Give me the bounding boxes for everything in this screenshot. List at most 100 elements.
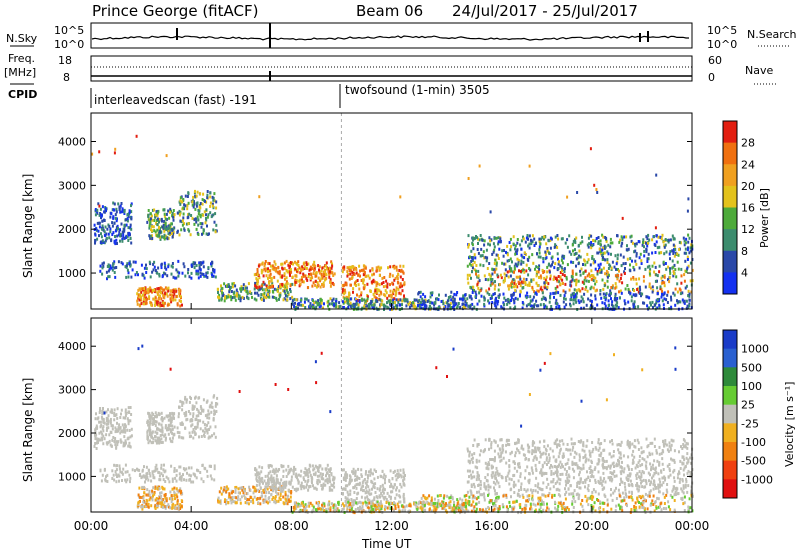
velocity-cell bbox=[169, 439, 172, 443]
power-cell bbox=[475, 269, 477, 273]
power-cell bbox=[654, 265, 657, 269]
power-cell bbox=[305, 267, 308, 270]
power-cell bbox=[166, 274, 169, 278]
power-cell bbox=[179, 289, 182, 293]
power-cell bbox=[154, 296, 157, 300]
power-cell bbox=[440, 300, 443, 303]
velocity-cell bbox=[155, 497, 158, 500]
power-cell bbox=[553, 245, 556, 249]
power-cell bbox=[198, 264, 201, 267]
power-cell bbox=[677, 267, 680, 271]
power-cell bbox=[346, 296, 349, 299]
power-cell bbox=[97, 229, 100, 233]
velocity-cell bbox=[348, 478, 351, 482]
cpid-twofsound: twofsound (1-min) 3505 bbox=[345, 83, 490, 97]
power-cell bbox=[640, 294, 642, 298]
power-cell bbox=[157, 299, 160, 303]
power-cell bbox=[475, 235, 477, 238]
power-cell bbox=[105, 270, 108, 274]
velocity-cell bbox=[208, 464, 211, 468]
velocity-cell bbox=[165, 475, 168, 479]
power-cell bbox=[348, 269, 351, 272]
power-cell bbox=[419, 295, 422, 299]
power-cell bbox=[269, 285, 271, 289]
power-cell bbox=[331, 262, 333, 266]
power-cell bbox=[160, 291, 163, 295]
power-cell bbox=[281, 275, 284, 279]
power-cell bbox=[226, 285, 229, 288]
power-cell bbox=[286, 286, 289, 290]
velocity-cell bbox=[309, 484, 312, 488]
power-cell bbox=[190, 276, 193, 280]
power-cell bbox=[431, 293, 433, 297]
power-cell bbox=[600, 296, 603, 300]
power-cell bbox=[363, 306, 365, 310]
power-cell bbox=[537, 304, 540, 308]
power-cell bbox=[671, 234, 674, 238]
velocity-cell bbox=[248, 485, 251, 489]
power-cell bbox=[398, 303, 401, 307]
velocity-cell bbox=[173, 433, 176, 437]
velocity-cell bbox=[371, 487, 373, 491]
velocity-cell bbox=[267, 471, 270, 475]
velocity-cell bbox=[124, 478, 127, 482]
velocity-cell bbox=[154, 469, 157, 472]
power-cell bbox=[160, 287, 163, 291]
velocity-cell bbox=[141, 485, 144, 489]
velocity-cell bbox=[329, 467, 332, 471]
power-cell bbox=[635, 277, 638, 281]
power-cell bbox=[669, 271, 672, 275]
power-cell bbox=[647, 252, 650, 256]
power-cell bbox=[540, 276, 543, 280]
power-cell bbox=[488, 287, 491, 291]
power-cell bbox=[181, 200, 184, 204]
power-cell bbox=[604, 306, 607, 310]
power-cell bbox=[472, 247, 475, 251]
power-cell bbox=[114, 275, 117, 279]
power-cell bbox=[267, 261, 270, 265]
power-cell bbox=[317, 276, 320, 280]
power-cell bbox=[289, 261, 292, 264]
power-cell bbox=[393, 278, 396, 282]
velocity-cell bbox=[107, 414, 110, 418]
velocity-cell bbox=[444, 508, 447, 512]
velocity-cell bbox=[118, 423, 121, 427]
power-cell bbox=[331, 299, 334, 303]
power-cell bbox=[529, 299, 532, 303]
velocity-cell bbox=[419, 501, 422, 505]
power-cell bbox=[387, 306, 390, 310]
velocity-cell bbox=[147, 468, 150, 472]
velocity-cell bbox=[192, 412, 195, 416]
power-cell bbox=[164, 234, 167, 238]
velocity-cell bbox=[148, 424, 151, 428]
velocity-cell bbox=[333, 477, 336, 481]
power-cell bbox=[346, 274, 349, 278]
power-cell bbox=[112, 231, 115, 235]
power-cell bbox=[607, 304, 610, 307]
power-cell bbox=[635, 282, 638, 286]
power-cell bbox=[283, 261, 286, 265]
velocity-cell bbox=[168, 505, 170, 509]
power-cell bbox=[437, 298, 440, 302]
power-cell bbox=[476, 302, 479, 306]
power-cell bbox=[283, 289, 286, 293]
velocity-cell bbox=[284, 482, 287, 486]
velocity-cell bbox=[149, 428, 152, 432]
velocity-cell bbox=[299, 474, 302, 478]
power-cell bbox=[240, 285, 243, 289]
power-cell bbox=[668, 252, 671, 256]
freq-unit: [MHz] bbox=[4, 66, 36, 79]
power-cell bbox=[112, 262, 115, 266]
velocity-cell bbox=[145, 498, 148, 502]
power-cell bbox=[606, 275, 609, 279]
power-cell bbox=[603, 296, 606, 299]
power-cell bbox=[273, 275, 276, 279]
power-cell bbox=[106, 265, 109, 268]
power-cell bbox=[419, 302, 422, 306]
power-cell bbox=[573, 253, 576, 256]
velocity-cell bbox=[213, 478, 216, 482]
power-cell bbox=[221, 294, 224, 297]
power-cell bbox=[154, 269, 157, 272]
power-cell bbox=[94, 233, 97, 237]
velocity-cell bbox=[186, 471, 188, 475]
